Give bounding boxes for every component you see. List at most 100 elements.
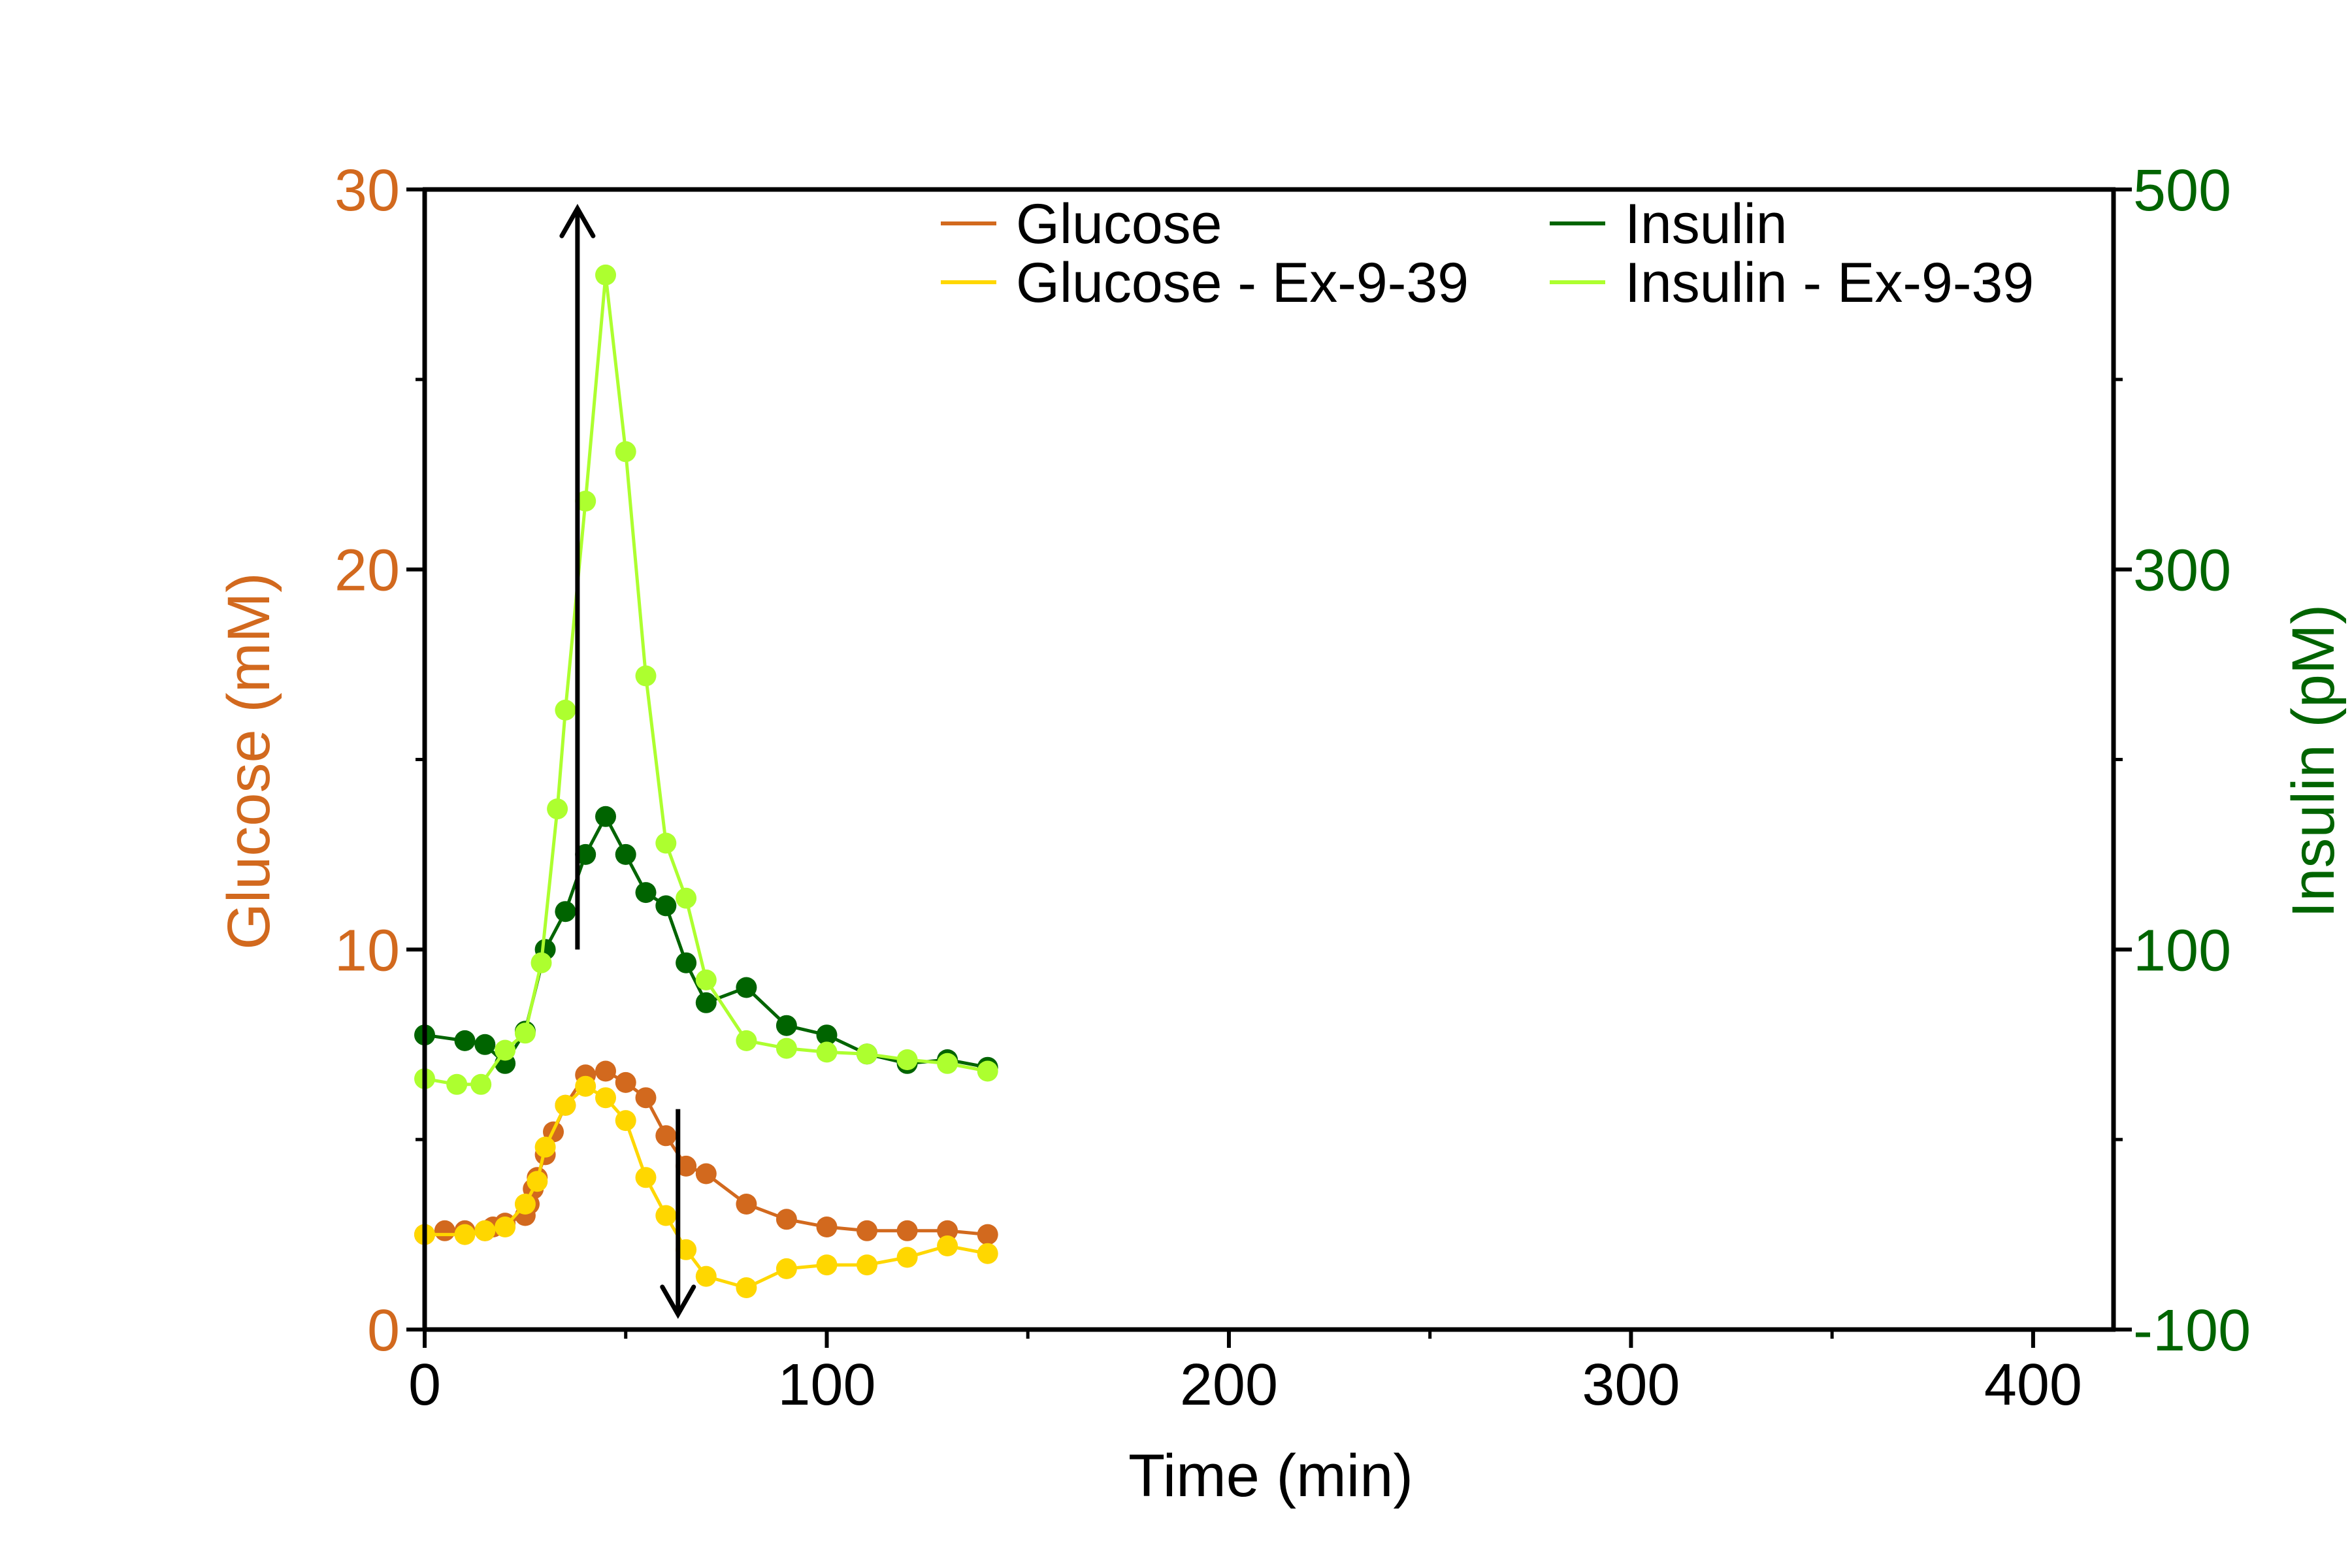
y-right-tick-label: 300 <box>2133 538 2231 604</box>
data-point-glucose-ex-9-39 <box>595 1087 616 1109</box>
x-tick-label: 400 <box>1984 1352 2082 1418</box>
data-point-insulin-ex-9-39 <box>595 264 616 286</box>
data-point-insulin <box>816 1024 838 1046</box>
x-tick-label: 300 <box>1582 1352 1680 1418</box>
data-point-insulin-ex-9-39 <box>676 887 697 909</box>
data-point-insulin-ex-9-39 <box>896 1049 918 1070</box>
y-right-tick-label: -100 <box>2133 1298 2251 1364</box>
legend-item-insulin: Insulin <box>1550 193 1788 255</box>
y-axis-title-right: Insulin (pM) <box>2280 604 2347 919</box>
data-point-insulin-ex-9-39 <box>615 441 636 463</box>
data-point-glucose-ex-9-39 <box>695 1266 717 1287</box>
series-line-insulin-ex-9-39 <box>424 273 988 1086</box>
data-point-glucose <box>776 1209 797 1230</box>
data-point-insulin-ex-9-39 <box>495 1039 516 1061</box>
data-point-insulin-ex-9-39 <box>736 1030 757 1051</box>
data-point-glucose <box>857 1220 877 1241</box>
y-left-tick-label: 0 <box>367 1298 400 1364</box>
data-point-glucose-ex-9-39 <box>615 1110 636 1132</box>
y-left-tick-label: 10 <box>335 918 400 983</box>
data-point-insulin-ex-9-39 <box>446 1073 468 1095</box>
data-point-glucose-ex-9-39 <box>575 1075 596 1097</box>
data-point-glucose-ex-9-39 <box>977 1243 998 1264</box>
data-point-glucose <box>977 1224 998 1245</box>
arrow-up <box>559 204 596 950</box>
data-point-glucose <box>615 1071 636 1093</box>
data-point-insulin <box>615 843 636 865</box>
series-insulin <box>414 806 998 1078</box>
data-point-glucose <box>676 1155 697 1177</box>
data-point-glucose-ex-9-39 <box>816 1254 838 1276</box>
data-point-glucose-ex-9-39 <box>555 1094 576 1116</box>
data-point-glucose-ex-9-39 <box>776 1258 797 1279</box>
data-point-glucose-ex-9-39 <box>655 1205 677 1226</box>
series-line-glucose-ex-9-39 <box>425 1085 988 1290</box>
data-point-insulin <box>676 952 697 973</box>
data-point-glucose-ex-9-39 <box>474 1220 496 1241</box>
legend-label: Insulin - Ex-9-39 <box>1625 252 2034 314</box>
data-point-insulin <box>575 843 596 865</box>
data-point-glucose <box>896 1220 918 1241</box>
y-left-tick-label: 20 <box>335 538 400 604</box>
data-point-glucose <box>595 1060 616 1082</box>
data-point-insulin-ex-9-39 <box>857 1043 877 1065</box>
legend-label: Insulin <box>1625 193 1788 255</box>
data-point-insulin-ex-9-39 <box>555 699 576 721</box>
series-line-insulin <box>424 815 988 1070</box>
data-point-glucose-ex-9-39 <box>527 1171 548 1192</box>
data-point-glucose-ex-9-39 <box>676 1239 697 1260</box>
data-point-insulin <box>776 1015 797 1036</box>
data-point-insulin-ex-9-39 <box>977 1060 998 1082</box>
data-point-glucose-ex-9-39 <box>937 1235 958 1256</box>
y-right-tick-label: 100 <box>2133 918 2231 983</box>
x-tick-label: 100 <box>777 1352 875 1418</box>
data-point-glucose-ex-9-39 <box>495 1217 516 1237</box>
data-point-insulin <box>736 977 757 998</box>
data-point-glucose-ex-9-39 <box>454 1224 476 1245</box>
data-point-glucose <box>816 1217 838 1237</box>
data-point-glucose-ex-9-39 <box>514 1194 536 1215</box>
data-point-glucose <box>434 1220 455 1241</box>
data-point-glucose <box>635 1087 657 1109</box>
legend-label: Glucose - Ex-9-39 <box>1016 252 1469 314</box>
y-right-tick-label: 500 <box>2133 158 2231 223</box>
data-point-insulin <box>635 882 657 904</box>
data-point-insulin <box>655 895 677 917</box>
data-point-glucose <box>655 1125 677 1147</box>
legend-item-glucose-ex-9-39: Glucose - Ex-9-39 <box>941 252 1469 314</box>
data-point-glucose <box>736 1194 757 1215</box>
series-glucose-ex-9-39 <box>414 1075 998 1298</box>
y-left-tick-label: 30 <box>335 158 400 223</box>
annotations <box>559 204 696 1319</box>
data-point-glucose <box>695 1163 717 1184</box>
data-point-insulin-ex-9-39 <box>470 1073 492 1095</box>
data-point-insulin <box>695 992 717 1013</box>
x-axis-title: Time (min) <box>1128 1443 1413 1509</box>
data-point-glucose-ex-9-39 <box>534 1136 556 1158</box>
data-point-insulin-ex-9-39 <box>655 832 677 854</box>
data-point-insulin-ex-9-39 <box>937 1053 958 1074</box>
data-point-insulin-ex-9-39 <box>531 952 552 973</box>
legend-label: Glucose <box>1016 193 1222 255</box>
x-tick-label: 200 <box>1180 1352 1278 1418</box>
data-point-insulin <box>474 1034 496 1055</box>
series-line-glucose <box>424 1070 988 1237</box>
data-point-glucose-ex-9-39 <box>635 1167 657 1188</box>
data-point-insulin <box>595 806 616 827</box>
data-point-glucose-ex-9-39 <box>857 1254 877 1276</box>
arrow-head <box>660 1284 696 1319</box>
y-axis-title-left: Glucose (mM) <box>216 572 282 950</box>
data-point-insulin-ex-9-39 <box>635 665 657 687</box>
data-point-insulin <box>555 901 576 923</box>
plot-marks <box>414 264 998 1298</box>
data-point-insulin-ex-9-39 <box>514 1022 536 1044</box>
ticks: 0 100 200 300 400 0 10 20 30 -100 100 300 500 <box>335 158 2251 1418</box>
data-point-insulin-ex-9-39 <box>695 969 717 990</box>
data-point-glucose-ex-9-39 <box>736 1277 757 1298</box>
data-point-insulin-ex-9-39 <box>547 798 568 820</box>
arrow-head <box>559 204 596 238</box>
data-point-glucose <box>937 1220 958 1241</box>
data-point-insulin-ex-9-39 <box>575 491 596 512</box>
